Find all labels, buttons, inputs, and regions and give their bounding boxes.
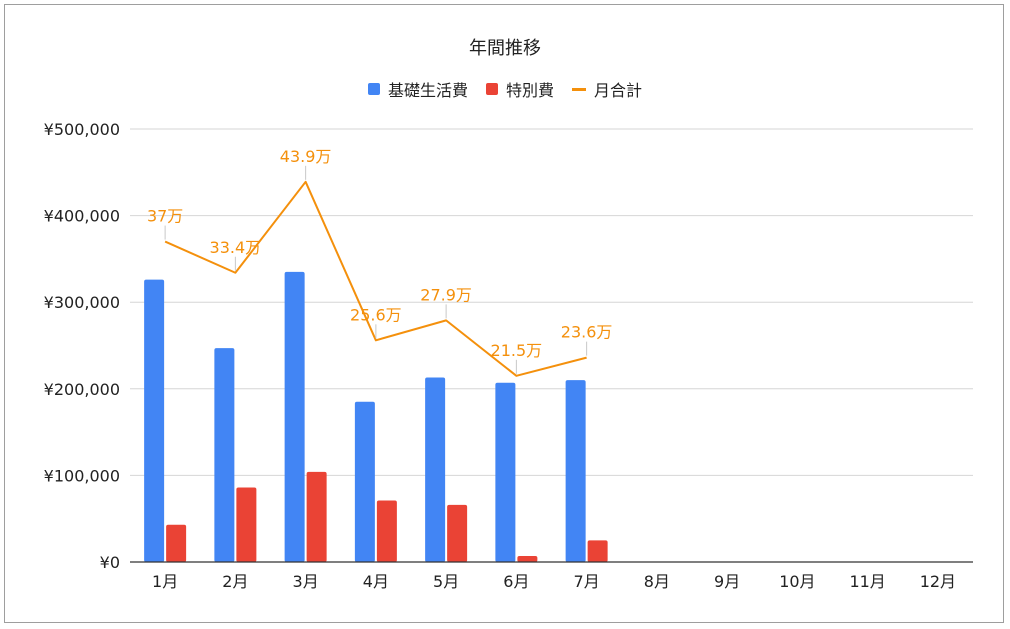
bar-base (354, 401, 375, 562)
data-label-total: 27.9万 (420, 285, 472, 304)
y-tick-label: ¥300,000 (44, 293, 120, 312)
x-tick-label: 9月 (714, 572, 740, 591)
data-label-total: 37万 (147, 207, 183, 226)
legend-label-base: 基礎生活費 (387, 81, 468, 100)
data-label-total: 43.9万 (280, 147, 332, 166)
x-tick-label: 4月 (363, 572, 389, 591)
bar-base (214, 348, 235, 562)
bar-base (284, 271, 305, 562)
x-tick-label: 6月 (503, 572, 529, 591)
x-tick-label: 7月 (574, 572, 600, 591)
x-tick-label: 11月 (849, 572, 885, 591)
bar-base (425, 377, 446, 562)
legend-item-special: 特別費 (485, 77, 554, 101)
legend-swatch-special (485, 83, 498, 95)
x-tick-label: 5月 (433, 572, 459, 591)
chart-legend: 基礎生活費 特別費 月合計 (0, 77, 1010, 101)
bar-special (587, 540, 608, 562)
x-tick-label: 10月 (779, 572, 815, 591)
bar-special (166, 524, 187, 562)
bar-special (517, 555, 538, 562)
legend-label-special: 特別費 (505, 81, 554, 100)
y-tick-label: ¥100,000 (44, 466, 120, 485)
legend-item-total: 月合計 (572, 77, 642, 101)
bar-special (306, 471, 327, 562)
chart-title: 年間推移 (469, 38, 541, 59)
y-tick-label: ¥0 (100, 553, 120, 572)
bar-base (565, 380, 586, 562)
legend-swatch-base (367, 83, 380, 95)
y-tick-label: ¥500,000 (44, 120, 120, 139)
data-label-total: 33.4万 (210, 238, 262, 257)
legend-label-total: 月合計 (594, 81, 643, 100)
bar-special (447, 504, 468, 562)
y-tick-label: ¥200,000 (44, 380, 120, 399)
line-total (164, 180, 587, 377)
bar-special (236, 487, 257, 562)
y-tick-label: ¥400,000 (44, 207, 120, 226)
data-label-total: 23.6万 (561, 323, 613, 342)
data-label-total: 25.6万 (350, 305, 402, 324)
legend-item-base: 基礎生活費 (367, 77, 468, 101)
x-tick-label: 12月 (920, 572, 956, 591)
x-tick-label: 8月 (644, 572, 670, 591)
x-tick-label: 2月 (222, 572, 248, 591)
x-tick-label: 3月 (293, 572, 319, 591)
legend-swatch-total (572, 87, 586, 91)
data-label-total: 21.5万 (491, 341, 543, 360)
bar-base (144, 279, 165, 562)
x-tick-label: 1月 (152, 572, 178, 591)
bar-special (376, 500, 397, 562)
bar-base (495, 382, 516, 562)
